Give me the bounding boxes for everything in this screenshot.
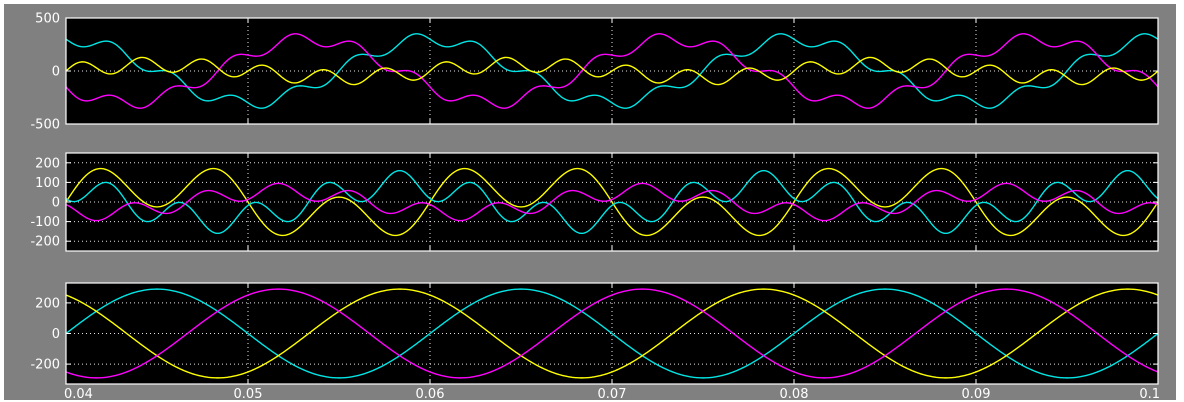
x-tick-label: 0.04 <box>64 387 93 402</box>
series-group <box>66 33 1158 109</box>
series-group <box>66 167 1158 237</box>
series-line-3 <box>66 56 1158 86</box>
y-tick-label: -500 <box>30 118 60 133</box>
x-tick-label: 0.08 <box>780 387 809 402</box>
y-tick-label: 0 <box>52 65 60 80</box>
series-line-1 <box>66 288 1158 379</box>
x-tick-label: 0.06 <box>416 387 445 402</box>
series-line-2 <box>66 169 1158 235</box>
plot-panel-3: 200 0 -200 0.04 0.05 0.06 0.07 0.08 0.09 0.1 <box>30 282 1160 402</box>
y-tick-label: 0 <box>52 196 60 211</box>
series-line-2 <box>66 288 1158 379</box>
x-tick-label: 0.09 <box>962 387 991 402</box>
x-tick-label: 0.05 <box>234 387 263 402</box>
y-tick-label: -100 <box>30 215 60 230</box>
y-tick-label: -200 <box>30 235 60 250</box>
y-tick-label: 200 <box>35 296 60 311</box>
plot-panel-2: 200 100 0 -100 -200 <box>30 152 1159 252</box>
series-line-3 <box>66 182 1158 222</box>
y-tick-label: -200 <box>30 358 60 373</box>
y-tick-label: 0 <box>52 327 60 342</box>
plot-panel-1: 500 0 -500 <box>30 12 1159 133</box>
series-line-3 <box>66 288 1158 379</box>
y-tick-label: 500 <box>35 12 60 27</box>
series-line-1 <box>66 33 1158 109</box>
x-tick-label: 0.1 <box>1139 387 1160 402</box>
y-tick-label: 200 <box>35 156 60 171</box>
x-tick-label: 0.07 <box>598 387 627 402</box>
series-line-2 <box>66 33 1158 109</box>
series-line-1 <box>66 167 1158 237</box>
series-group <box>66 288 1158 379</box>
y-tick-label: 100 <box>35 176 60 191</box>
